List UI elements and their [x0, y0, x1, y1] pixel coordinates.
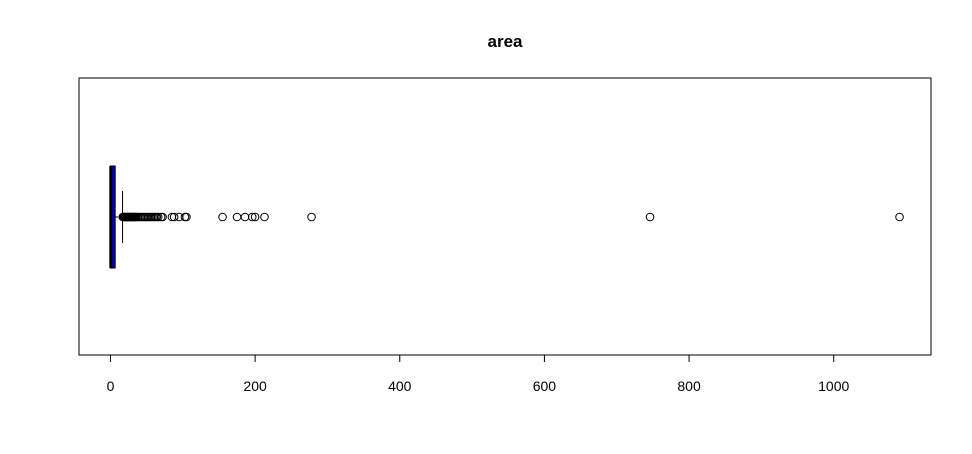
outlier-point: [218, 212, 227, 222]
chart-title: area: [488, 32, 524, 51]
outlier-point: [182, 212, 191, 222]
x-tick-label: 800: [677, 378, 701, 394]
outlier-point: [247, 212, 257, 222]
x-tick-label: 1000: [818, 378, 849, 394]
outlier-point: [307, 212, 316, 222]
outlier-point: [260, 212, 269, 222]
plot-frame: [78, 77, 932, 356]
box-plot: [109, 165, 124, 269]
outlier-point: [250, 212, 260, 222]
outlier-point: [895, 212, 904, 222]
outlier-point: [645, 212, 655, 222]
outlier-point: [232, 212, 242, 222]
x-tick-label: 0: [107, 378, 115, 394]
x-tick-label: 400: [388, 378, 412, 394]
x-axis: 0 200 400 600 800 1000: [107, 354, 850, 394]
outlier-points: [118, 212, 904, 222]
x-tick-label: 200: [243, 378, 267, 394]
outlier-point: [158, 212, 167, 222]
outlier-point: [240, 212, 250, 222]
outlier-point: [153, 212, 163, 222]
outlier-point: [169, 212, 179, 222]
x-tick-label: 600: [533, 378, 557, 394]
